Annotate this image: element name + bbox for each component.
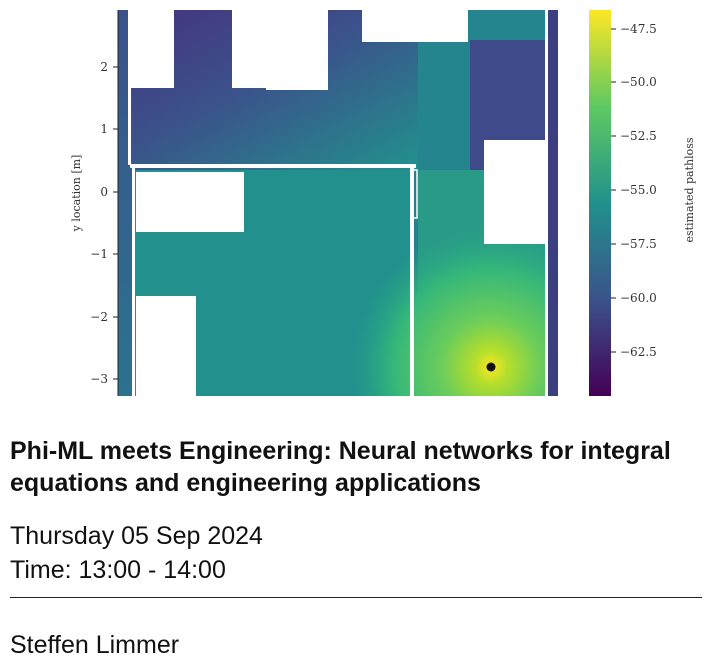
colorbar-label: estimated pathloss [683, 137, 696, 242]
y-tick-label: −1 [90, 247, 108, 261]
divider [10, 597, 702, 598]
heatmap-area [118, 10, 558, 396]
event-title: Phi-ML meets Engineering: Neural network… [10, 437, 671, 497]
colorbar-tick-label: −62.5 [620, 345, 657, 359]
colorbar-tick-label: −50.0 [620, 75, 657, 89]
colorbar-tick-label: −60.0 [620, 291, 657, 305]
colorbar-tick-label: −52.5 [620, 129, 657, 143]
y-axis: 2 1 0 −1 −2 −3 y location [m] [70, 10, 119, 396]
y-axis-ticks [113, 66, 118, 380]
y-tick-label: −3 [90, 372, 108, 386]
colorbar-tick-label: −55.0 [620, 183, 657, 197]
y-tick-label: −2 [90, 310, 108, 324]
colorbar-tick-label: −47.5 [620, 22, 657, 36]
pathloss-heatmap-figure: 2 1 0 −1 −2 −3 y location [m] −47.5 −50.… [70, 10, 696, 396]
y-tick-label: 1 [100, 122, 108, 136]
transmitter-marker [486, 362, 496, 372]
colorbar-tick-label: −57.5 [620, 237, 657, 251]
event-date: Thursday 05 Sep 2024 [10, 522, 263, 550]
y-tick-label: 2 [100, 60, 108, 74]
y-axis-label: y location [m] [70, 155, 83, 233]
speaker-name: Steffen Limmer [10, 631, 180, 659]
colorbar: −47.5 −50.0 −52.5 −55.0 −57.5 −60.0 −62.… [589, 10, 696, 396]
event-time: Time: 13:00 - 14:00 [10, 556, 226, 584]
y-tick-label: 0 [100, 185, 108, 199]
